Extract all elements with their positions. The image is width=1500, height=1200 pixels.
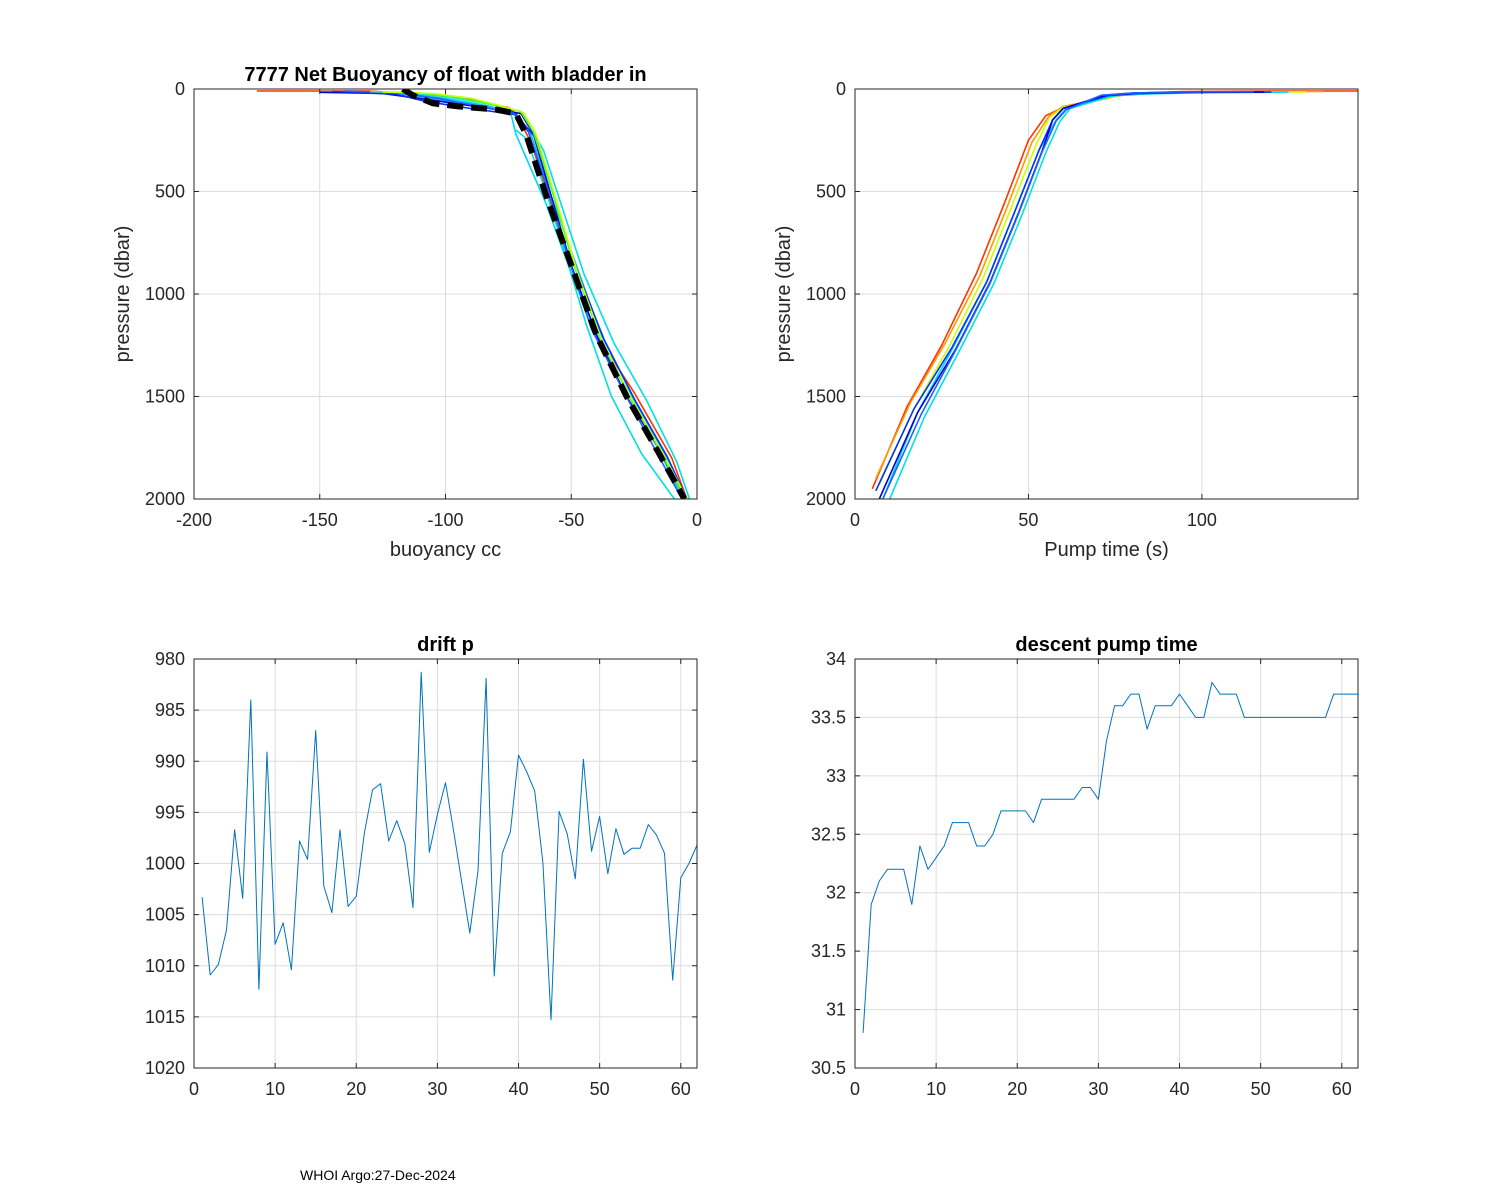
y-tick-label: 990 xyxy=(155,751,185,771)
x-tick-label: 50 xyxy=(590,1079,610,1099)
data-series-line-0 xyxy=(862,681,1358,1033)
y-tick-label: 995 xyxy=(155,802,185,822)
data-series-line-8 xyxy=(382,91,688,499)
plot-title: descent pump time xyxy=(1015,634,1197,656)
y-tick-label: 1015 xyxy=(145,1007,185,1027)
y-tick-label: 1000 xyxy=(145,854,185,874)
x-tick-label: 0 xyxy=(189,1079,199,1099)
y-tick-label: 985 xyxy=(155,700,185,720)
footer-credit: WHOI Argo:27-Dec-2024 xyxy=(300,1167,456,1183)
x-tick-label: -150 xyxy=(302,510,338,530)
y-tick-label: 0 xyxy=(175,79,185,99)
y-axis-label: pressure (dbar) xyxy=(112,226,134,363)
x-tick-label: 20 xyxy=(1007,1079,1027,1099)
x-axis-label: buoyancy cc xyxy=(390,539,501,561)
x-axis-label: Pump time (s) xyxy=(1044,539,1168,561)
y-axis-label: pressure (dbar) xyxy=(773,226,795,363)
x-tick-label: 50 xyxy=(1018,510,1038,530)
y-tick-label: 1500 xyxy=(145,387,185,407)
y-tick-label: 34 xyxy=(826,649,846,669)
x-tick-label: 30 xyxy=(1088,1079,1108,1099)
x-tick-label: 40 xyxy=(1170,1079,1190,1099)
y-tick-label: 0 xyxy=(836,79,846,99)
y-tick-label: 32.5 xyxy=(811,824,846,844)
y-tick-label: 31 xyxy=(826,1000,846,1020)
axes-frame xyxy=(854,658,1359,1069)
x-tick-label: -100 xyxy=(427,510,463,530)
series-group xyxy=(201,671,697,1021)
y-tick-label: 2000 xyxy=(806,489,846,509)
data-series-line-6 xyxy=(344,90,683,499)
y-tick-label: 1020 xyxy=(145,1058,185,1078)
descent-pump-time-plot: 0 10 20 30 40 50 60 30.5 31 31.5 32 32.5 33 33.5 34 des… xyxy=(811,634,1359,1099)
y-tick-label: 33.5 xyxy=(811,707,846,727)
x-tick-label: 50 xyxy=(1251,1079,1271,1099)
data-series-line-0 xyxy=(201,671,697,1021)
x-tick-label: 0 xyxy=(850,510,860,530)
x-tick-label: 40 xyxy=(509,1079,529,1099)
x-tick-label: 0 xyxy=(850,1079,860,1099)
x-tick-label: 30 xyxy=(427,1079,447,1099)
series-group xyxy=(862,681,1358,1033)
plot-area xyxy=(855,659,1358,1068)
y-tick-label: 1000 xyxy=(145,284,185,304)
y-tick-label: 1005 xyxy=(145,905,185,925)
plot-title: 7777 Net Buoyancy of float with bladder … xyxy=(244,64,646,86)
x-tick-label: 60 xyxy=(1332,1079,1352,1099)
drift-pressure-plot: 0 10 20 30 40 50 60980985990995100010051010101… xyxy=(145,634,698,1099)
y-tick-label: 33 xyxy=(826,766,846,786)
y-tick-label: 500 xyxy=(155,182,185,202)
y-tick-label: 30.5 xyxy=(811,1058,846,1078)
y-tick-label: 1000 xyxy=(806,284,846,304)
x-tick-label: 10 xyxy=(265,1079,285,1099)
x-tick-label: 60 xyxy=(671,1079,691,1099)
y-tick-label: 2000 xyxy=(145,489,185,509)
y-tick-label: 31.5 xyxy=(811,941,846,961)
buoyancy-profile-plot: -200 -150 -100 -50 0 0 500 1000 1500 2000 7777 Net… xyxy=(112,64,702,561)
y-tick-label: 500 xyxy=(816,182,846,202)
x-tick-label: 0 xyxy=(692,510,702,530)
x-tick-label: -200 xyxy=(176,510,212,530)
x-tick-label: 100 xyxy=(1187,510,1217,530)
x-tick-label: 20 xyxy=(346,1079,366,1099)
plot-title: drift p xyxy=(417,634,474,656)
series-group xyxy=(256,89,691,499)
x-tick-label: 10 xyxy=(926,1079,946,1099)
y-tick-label: 32 xyxy=(826,883,846,903)
series-group xyxy=(871,90,1358,499)
y-tick-label: 980 xyxy=(155,649,185,669)
x-tick-label: -50 xyxy=(558,510,584,530)
y-tick-label: 1500 xyxy=(806,387,846,407)
y-tick-label: 1010 xyxy=(145,956,185,976)
data-series-line-7 xyxy=(882,90,1254,499)
data-series-line-10 xyxy=(401,89,688,499)
